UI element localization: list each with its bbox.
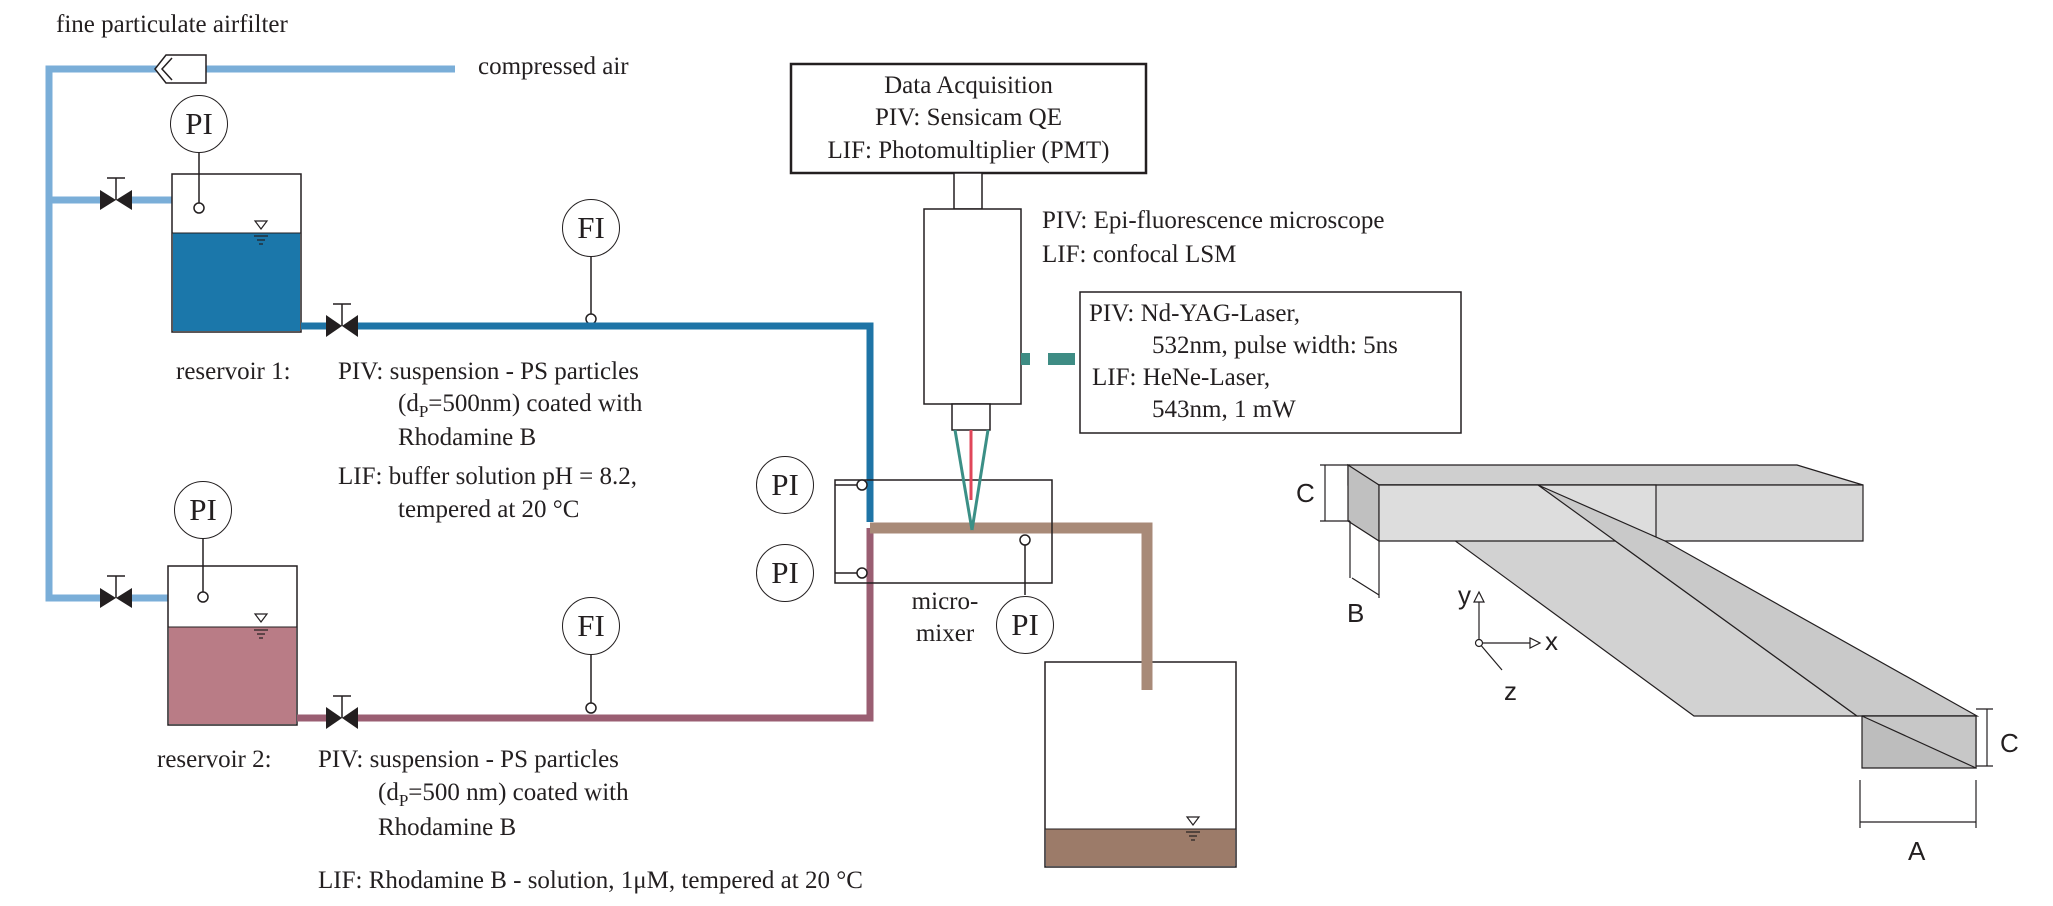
- valve-line-1-icon: [326, 303, 358, 337]
- micromixer-label-1: micro-: [911, 588, 979, 615]
- reservoir-1-label: reservoir 1:: [176, 358, 291, 385]
- res2-piv-sub: P: [398, 791, 409, 810]
- pressure-indicator-reservoir-2: PI: [174, 481, 232, 539]
- valve-line-2-icon: [326, 695, 358, 729]
- flow-indicator-line-2: FI: [562, 597, 620, 655]
- laser-lif-line-2: 543nm, 1 mW: [1152, 396, 1296, 423]
- valve-air-1-icon: [100, 177, 132, 210]
- micromixer-label-2: mixer: [915, 620, 975, 647]
- daq-box: [789, 62, 1148, 175]
- axis-z-label: z: [1504, 676, 1517, 706]
- res1-piv-line-1: PIV: suspension - PS particles: [338, 358, 639, 385]
- res1-lif-line-1: LIF: buffer solution pH = 8.2,: [338, 463, 638, 490]
- laser-cone: [953, 429, 990, 531]
- airfilter-label: fine particulate airfilter: [56, 11, 288, 38]
- pressure-indicator-mixer-inlet-1: PI: [756, 456, 814, 514]
- reservoir-1: [171, 173, 302, 333]
- microscope-coupler: [953, 172, 983, 210]
- fluid-line-1: [301, 322, 874, 522]
- dim-c-top: C: [1296, 478, 1315, 508]
- collection-tank: [1044, 661, 1237, 868]
- daq-piv: PIV: Sensicam QE: [874, 104, 1062, 131]
- t-channel: [1347, 463, 1980, 769]
- laser-lif-line-1: LIF: HeNe-Laser,: [1092, 364, 1271, 391]
- micromixer-body: [834, 479, 1053, 584]
- res1-piv-line-2: (dP=500nm) coated with: [398, 391, 642, 420]
- tap-mixer-1: [856, 479, 868, 491]
- res2-piv-line-2b: =500 nm) coated with: [408, 779, 629, 806]
- res1-piv-line-2b: =500nm) coated with: [428, 390, 643, 417]
- daq-title: Data Acquisition: [884, 72, 1053, 99]
- tap-points: [193, 202, 1031, 714]
- dim-c-right: C: [2000, 728, 2019, 758]
- laser-piv-line-1: PIV: Nd-YAG-Laser,: [1089, 300, 1300, 327]
- axis-y-label: y: [1458, 580, 1471, 610]
- pressure-indicator-mixer-outlet: PI: [996, 596, 1054, 654]
- fluid-line-outlet: [870, 522, 1153, 690]
- laser-box: [1079, 291, 1462, 434]
- compressed-air-label: compressed air: [478, 53, 629, 80]
- instrument-stems: [198, 152, 1026, 706]
- dim-a: A: [1908, 836, 1926, 866]
- pressure-indicator-reservoir-1: PI: [170, 95, 228, 153]
- dimension-lines: [1320, 464, 1993, 828]
- fluid-line-2: [297, 528, 874, 722]
- res1-piv-sub: P: [418, 402, 429, 421]
- res1-piv-line-3: Rhodamine B: [398, 424, 537, 451]
- res1-lif-line-2: tempered at 20 °C: [398, 496, 580, 523]
- tap-mixer-2: [856, 567, 868, 579]
- laser-piv-line-2: 532nm, pulse width: 5ns: [1152, 332, 1398, 359]
- valve-air-2-icon: [100, 575, 132, 608]
- res2-piv-line-1: PIV: suspension - PS particles: [318, 746, 619, 773]
- res2-piv-line-2: (dP=500 nm) coated with: [378, 780, 629, 809]
- res2-lif-line: LIF: Rhodamine B - solution, 1μM, temper…: [318, 867, 863, 894]
- reservoir-2: [167, 565, 298, 726]
- reservoir-2-label: reservoir 2:: [157, 746, 272, 773]
- res2-piv-line-2a: (d: [378, 779, 399, 806]
- microscope-piv-label: PIV: Epi-fluorescence microscope: [1042, 207, 1385, 234]
- daq-lif: LIF: Photomultiplier (PMT): [827, 137, 1110, 164]
- res1-piv-line-2a: (d: [398, 390, 419, 417]
- axis-x-label: x: [1545, 626, 1558, 656]
- dim-b: B: [1347, 598, 1365, 628]
- pressure-indicator-mixer-inlet-2: PI: [756, 544, 814, 602]
- res2-piv-line-3: Rhodamine B: [378, 814, 517, 841]
- airfilter-check-icon: [160, 57, 173, 81]
- microscope-objective: [951, 403, 991, 431]
- coordinate-axes: [1473, 590, 1542, 671]
- microscope-body: [923, 208, 1022, 405]
- flow-indicator-line-1: FI: [562, 199, 620, 257]
- compressed-air-line: [45, 65, 455, 602]
- microscope-lif-label: LIF: confocal LSM: [1042, 241, 1237, 268]
